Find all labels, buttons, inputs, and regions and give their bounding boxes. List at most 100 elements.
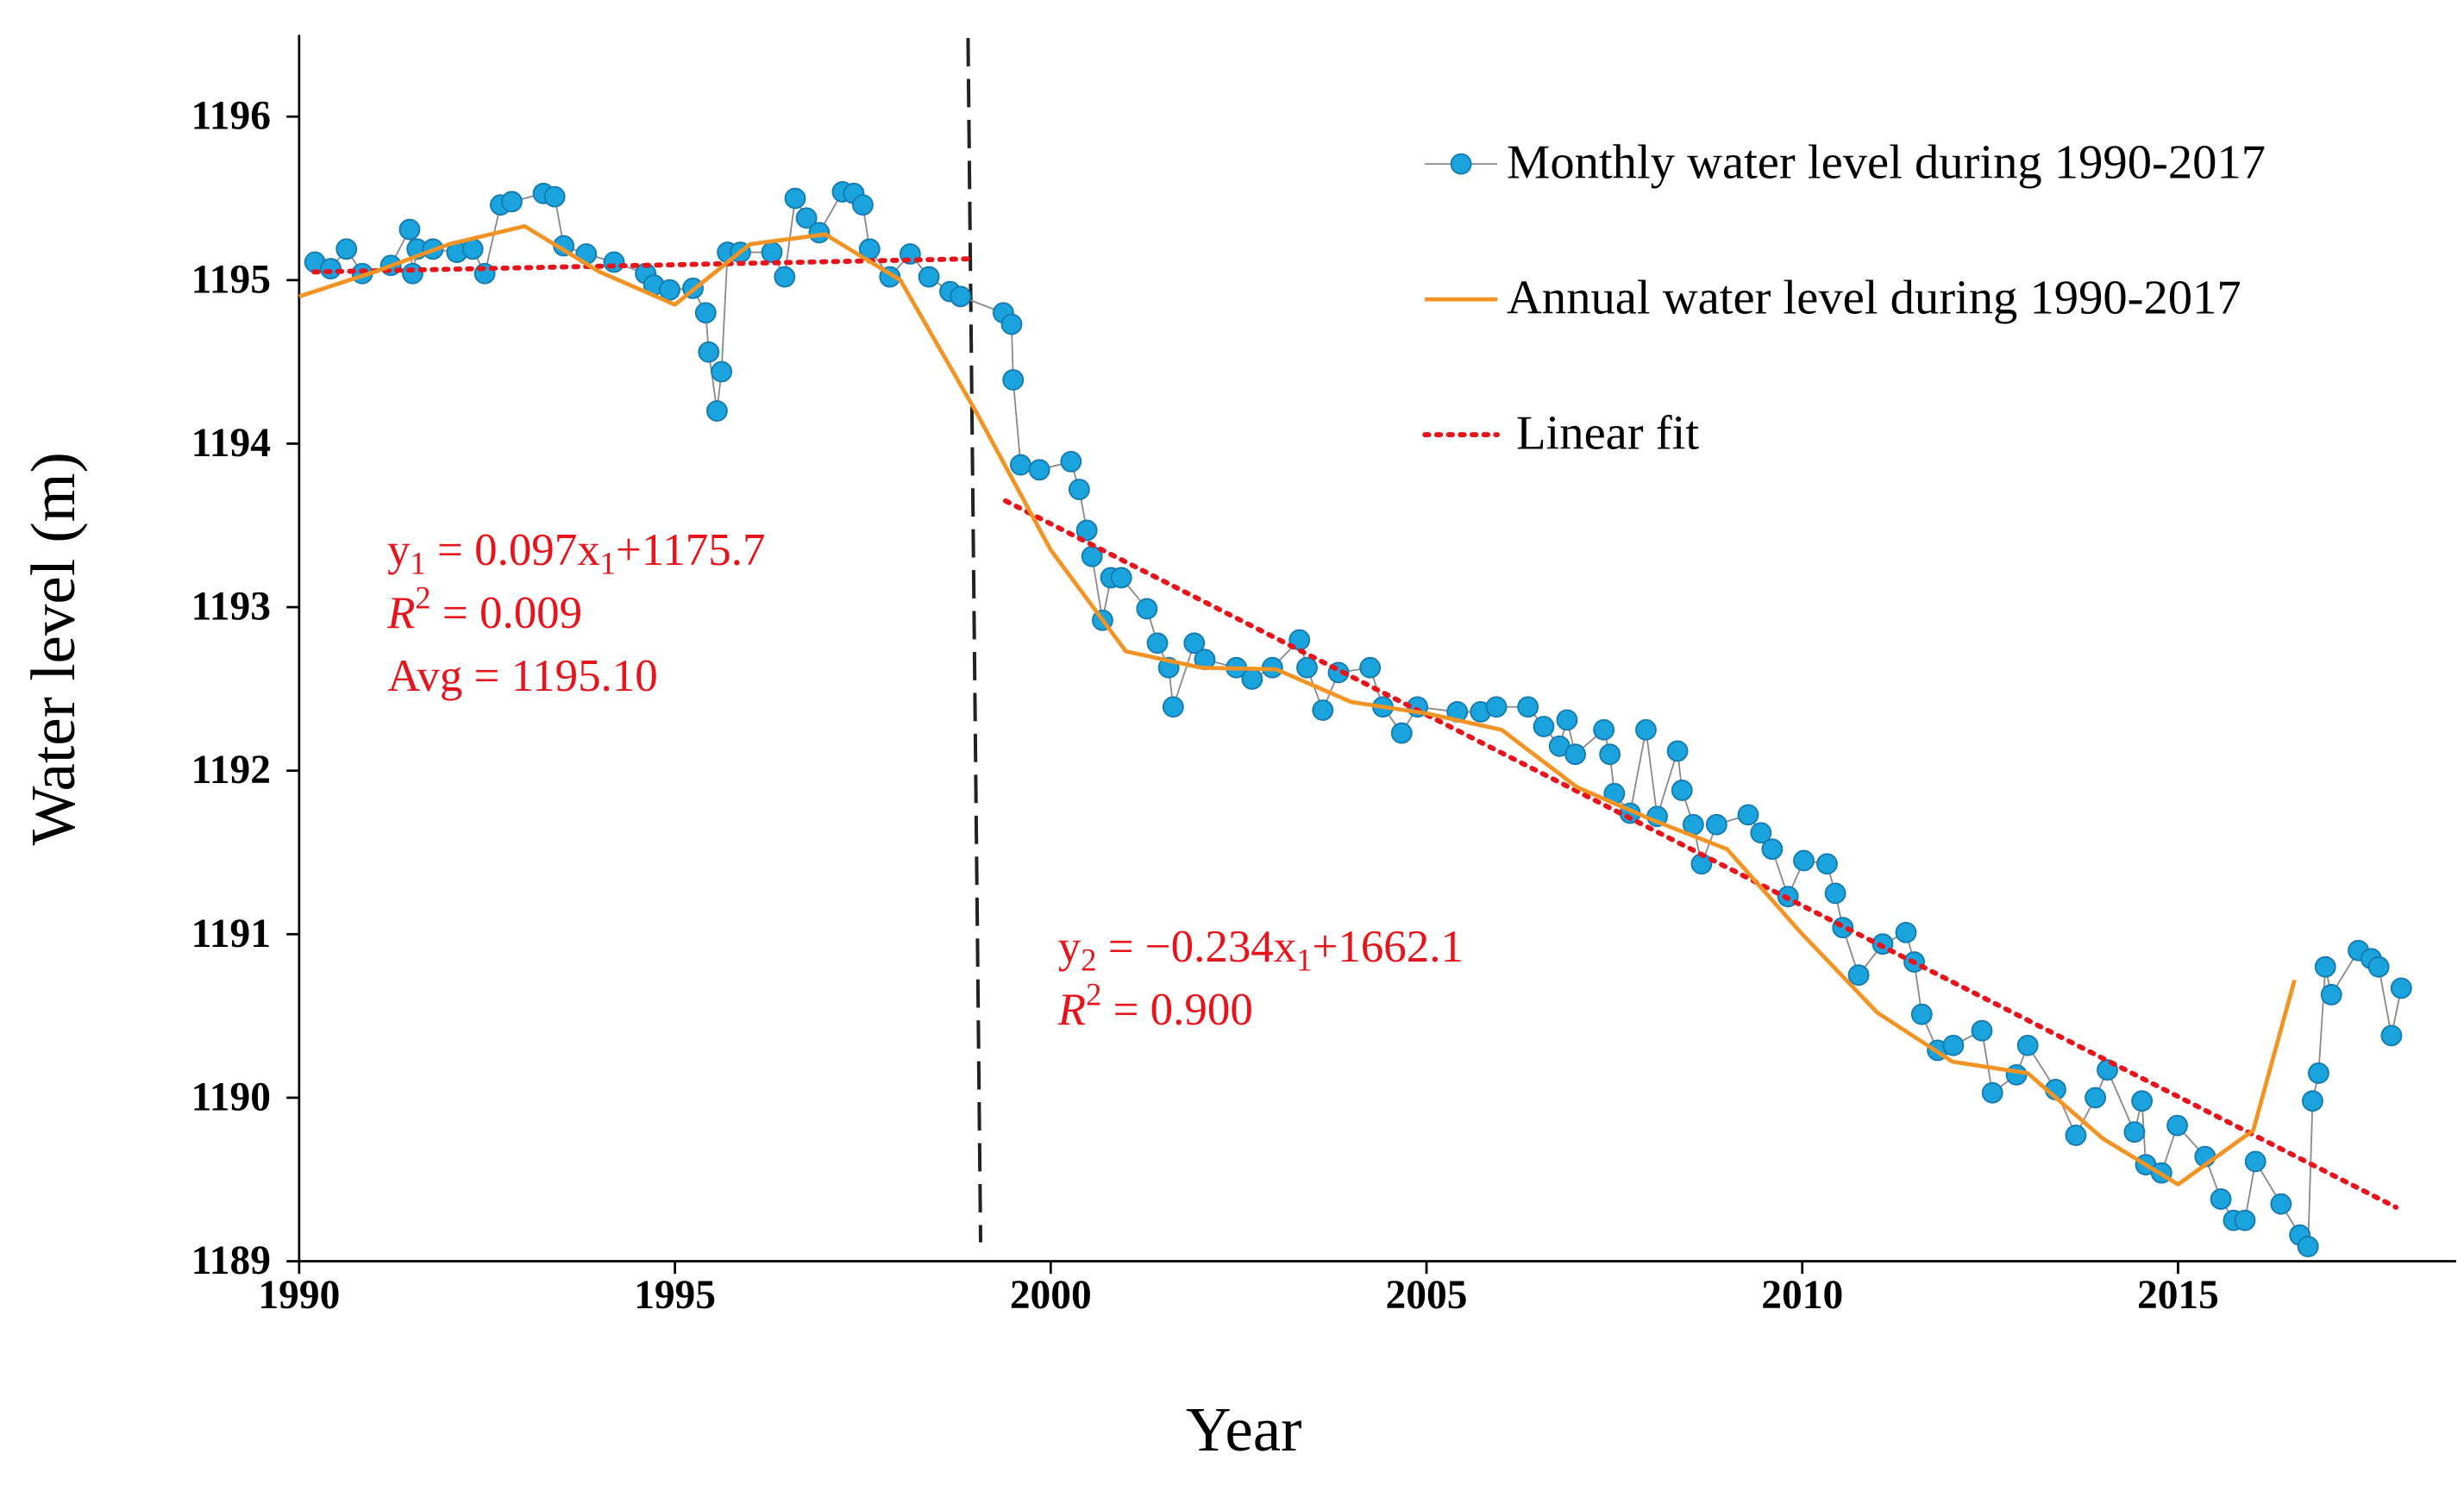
x-tick-label: 1995 <box>634 1273 716 1318</box>
data-point <box>2297 1236 2319 1257</box>
annotation: y1 = 0.097x1+1175.7 <box>387 525 765 581</box>
annotation-part: = 0.900 <box>1101 985 1252 1035</box>
data-point <box>335 238 358 260</box>
annotation-part: = 0.097x <box>426 525 600 575</box>
legend-swatch <box>1450 153 1472 175</box>
legend-label: Monthly water level during 1990-2017 <box>1507 136 2266 190</box>
data-point <box>1359 656 1382 679</box>
data-point <box>1666 740 1689 762</box>
annotation-part: +1175.7 <box>616 525 765 575</box>
legend-item: Annual water level during 1990-2017 <box>1425 272 2241 325</box>
data-point <box>2367 956 2390 978</box>
data-point <box>398 218 421 241</box>
data-point <box>1910 1003 1933 1025</box>
data-point <box>2307 1062 2329 1084</box>
data-point <box>950 285 972 308</box>
series-line <box>311 256 971 275</box>
data-point <box>1556 709 1578 731</box>
data-point <box>1010 454 1031 476</box>
data-point <box>1002 369 1025 391</box>
data-point <box>1162 696 1184 718</box>
x-tick-label: 2005 <box>1386 1273 1468 1318</box>
data-point <box>698 341 720 363</box>
data-point <box>1485 696 1508 718</box>
data-point <box>1296 656 1318 679</box>
data-point <box>1136 598 1158 620</box>
annotation-part: y <box>1058 922 1082 972</box>
y-tick-label: 1189 <box>191 1238 271 1283</box>
data-point <box>1241 668 1263 690</box>
legend-item: Monthly water level during 1990-2017 <box>1425 136 2266 190</box>
y-tick-label: 1191 <box>191 912 271 956</box>
data-point <box>2320 984 2342 1006</box>
x-tick-label: 2000 <box>1010 1273 1092 1318</box>
data-point <box>2065 1125 2087 1146</box>
data-point <box>2005 1063 2028 1086</box>
data-point <box>2244 1150 2267 1173</box>
data-point <box>761 241 783 264</box>
data-point <box>501 191 523 213</box>
data-point <box>1068 479 1090 500</box>
series-line <box>314 191 2403 1250</box>
data-point <box>1824 882 1846 905</box>
data-point <box>1060 450 1082 473</box>
data-point <box>1599 743 1621 766</box>
data-point <box>1816 853 1838 875</box>
data-point <box>795 207 818 229</box>
x-tick-label: 1990 <box>258 1273 340 1318</box>
series-line <box>1003 498 2399 1210</box>
annotation-part: = 0.009 <box>431 588 582 638</box>
data-point <box>2210 1188 2232 1210</box>
annotation: Avg = 1195.10 <box>387 651 658 701</box>
data-point <box>1705 813 1727 836</box>
annotation: y2 = −0.234x1+1662.1 <box>1058 922 1464 978</box>
data-point <box>705 400 728 422</box>
data-point <box>1564 743 1586 766</box>
data-point <box>2016 1034 2039 1056</box>
data-point <box>1075 519 1098 542</box>
data-point <box>2085 1087 2106 1109</box>
data-point <box>1110 567 1132 589</box>
data-point <box>603 251 625 273</box>
annotation-part: 1 <box>1296 943 1312 978</box>
data-point <box>1793 849 1815 872</box>
data-point <box>1981 1081 2003 1104</box>
annotation-part: R <box>1057 985 1086 1035</box>
data-point <box>1146 632 1169 655</box>
y-tick-label: 1195 <box>191 257 271 302</box>
data-point <box>1750 822 1772 844</box>
annotation: R2 = 0.009 <box>386 580 582 638</box>
data-point <box>1971 1019 1993 1042</box>
legend-label: Linear fit <box>1516 407 1699 461</box>
data-point <box>1593 718 1615 741</box>
divider-line <box>966 38 983 1243</box>
data-point <box>1390 722 1413 744</box>
series-line <box>298 223 2297 1187</box>
data-point <box>2234 1209 2256 1231</box>
data-point <box>1312 699 1334 721</box>
annotation-part: +1662.1 <box>1313 922 1464 972</box>
y-tick-label: 1196 <box>191 94 271 139</box>
data-point <box>543 185 566 208</box>
data-point <box>1671 780 1693 801</box>
data-point <box>402 262 423 285</box>
y-tick-label: 1190 <box>191 1075 271 1119</box>
annotation-part: 2 <box>1086 977 1101 1012</box>
data-point <box>774 266 796 288</box>
annotation-part: 1 <box>411 546 426 581</box>
y-tick-label: 1193 <box>191 585 271 630</box>
data-point <box>320 258 342 279</box>
annotation: R2 = 0.900 <box>1057 977 1253 1035</box>
data-point <box>1517 696 1539 718</box>
data-point <box>1942 1034 1965 1056</box>
data-point <box>2380 1024 2403 1047</box>
y-tick-label: 1192 <box>191 748 271 793</box>
data-point <box>659 279 680 301</box>
annotation-part: Avg = 1195.10 <box>387 651 658 701</box>
data-point <box>852 194 874 216</box>
data-point <box>2131 1090 2154 1112</box>
data-point <box>1635 718 1657 741</box>
data-point <box>1183 632 1206 655</box>
x-axis-title: Year <box>1186 1394 1302 1464</box>
